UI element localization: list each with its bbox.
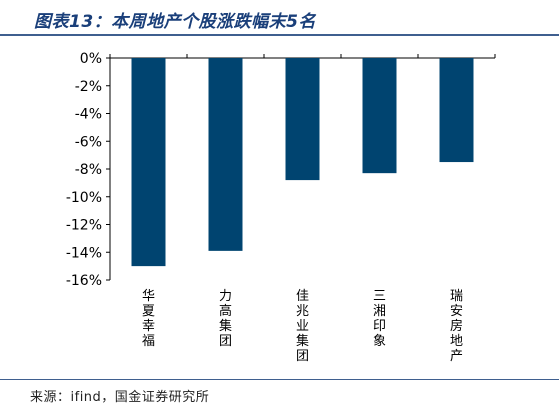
footer-divider bbox=[0, 379, 559, 380]
title-divider bbox=[0, 34, 559, 36]
chart-area: 0% -2% -4% -6% -8% -10% -12% -14% -16% 华夏幸福 力高集团 佳兆… bbox=[0, 36, 559, 376]
y-tick-label: -16% bbox=[66, 273, 102, 289]
bar bbox=[208, 58, 243, 251]
bar bbox=[439, 58, 474, 163]
category-label: 力高集团 bbox=[219, 289, 232, 349]
bar bbox=[285, 58, 320, 181]
bar-chart: 0% -2% -4% -6% -8% -10% -12% -14% -16% 华夏幸福 力高集团 佳兆… bbox=[66, 51, 496, 364]
title-bar: 图表13：本周地产个股涨跌幅末5名 bbox=[0, 0, 559, 36]
y-tick-label: -12% bbox=[66, 218, 102, 234]
y-tick-label: 0% bbox=[80, 51, 102, 67]
y-tick-label: -4% bbox=[75, 107, 102, 123]
y-tick-label: -2% bbox=[75, 79, 102, 95]
y-tick-label: -10% bbox=[66, 190, 102, 206]
category-label: 佳兆业集团 bbox=[296, 289, 309, 364]
category-label: 瑞安房地产 bbox=[450, 289, 463, 364]
source-note: 来源：ifind，国金证券研究所 bbox=[30, 390, 210, 405]
category-label: 华夏幸福 bbox=[142, 289, 155, 349]
category-label: 三湘印象 bbox=[373, 289, 386, 349]
bar bbox=[362, 58, 397, 174]
y-tick-label: -14% bbox=[66, 245, 102, 261]
y-tick-label: -6% bbox=[75, 134, 102, 150]
chart-title: 图表13：本周地产个股涨跌幅末5名 bbox=[34, 12, 316, 32]
y-tick-label: -8% bbox=[75, 162, 102, 178]
bar bbox=[131, 58, 166, 267]
